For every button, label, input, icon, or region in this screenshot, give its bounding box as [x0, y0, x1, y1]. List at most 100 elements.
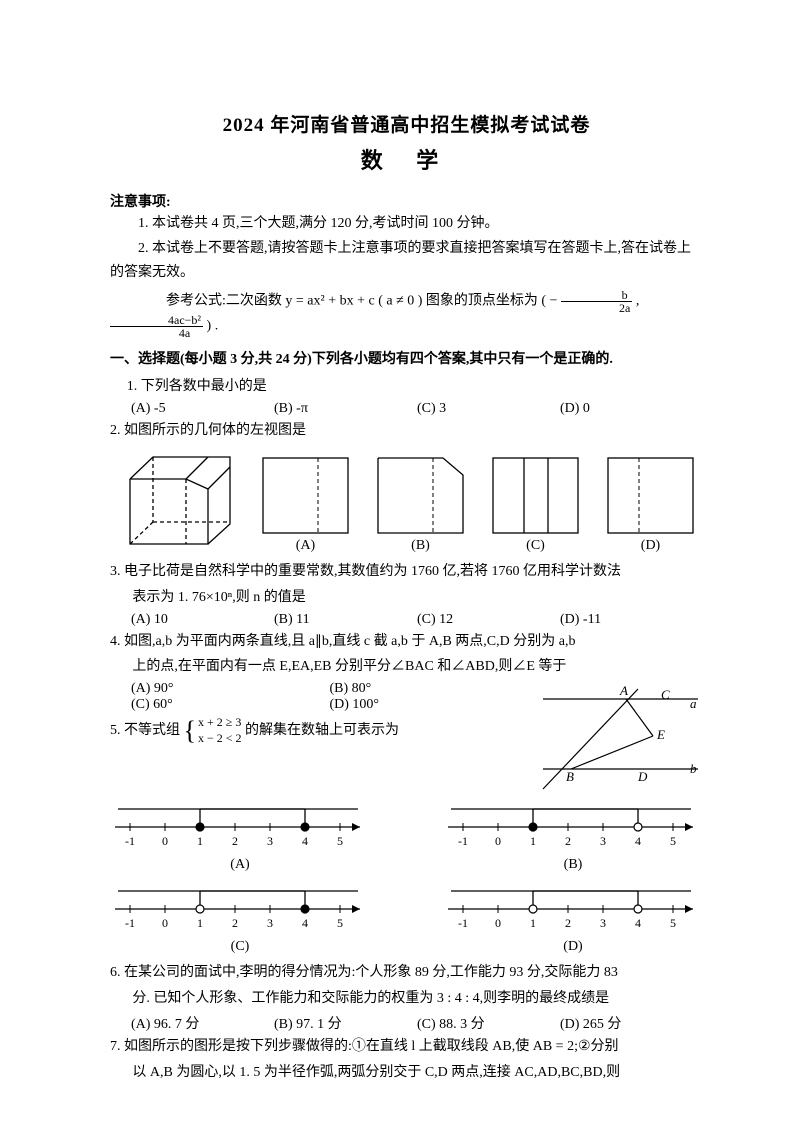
q5-row2: -1 0 1 2 3 4 5 (C) -1 0 1 2 3 4 5 (D) — [110, 879, 703, 955]
svg-text:5: 5 — [670, 834, 676, 848]
svg-text:A: A — [619, 683, 628, 698]
svg-text:1: 1 — [530, 916, 536, 930]
q5-line: 5. 不等式组 { x + 2 ≥ 3 x − 2 < 2 的解集在数轴上可表示… — [110, 715, 528, 746]
svg-text:-1: -1 — [125, 834, 135, 848]
svg-text:-1: -1 — [458, 916, 468, 930]
q5-d-fig: -1012345 (D) — [443, 879, 703, 955]
svg-text:C: C — [661, 687, 670, 702]
q5-post: 的解集在数轴上可表示为 — [245, 723, 399, 738]
q2-solid-svg — [118, 449, 238, 554]
svg-text:0: 0 — [495, 834, 501, 848]
q4-options-row1: (A) 90° (B) 80° — [131, 681, 528, 697]
svg-text:3: 3 — [600, 834, 606, 848]
svg-text:2: 2 — [565, 834, 571, 848]
svg-text:D: D — [637, 769, 648, 784]
formula-frac-2: 4ac−b² 4a — [110, 314, 203, 339]
q6-options: (A) 96. 7 分 (B) 97. 1 分 (C) 88. 3 分 (D) … — [131, 1013, 703, 1033]
svg-text:5: 5 — [337, 916, 343, 930]
svg-text:2: 2 — [565, 916, 571, 930]
q7-text2: 以 A,B 为圆心,以 1. 5 为半径作弧,两弧分别交于 C,D 两点,连接 … — [110, 1061, 703, 1085]
svg-text:4: 4 — [635, 916, 641, 930]
q3-text2: 表示为 1. 76×10ⁿ,则 n 的值是 — [110, 586, 703, 610]
q5-row1: -1012345 (A) -1012345 (B) — [110, 797, 703, 873]
q3-opt-c: (C) 12 — [417, 612, 560, 628]
exam-title: 2024 年河南省普通高中招生模拟考试试卷 — [110, 110, 703, 137]
svg-text:1: 1 — [197, 916, 203, 930]
formula-pre: 参考公式:二次函数 y = ax² + bx + c ( a ≠ 0 ) 图象的… — [166, 294, 557, 309]
q3-text1: 3. 电子比荷是自然科学中的重要常数,其数值约为 1760 亿,若将 1760 … — [110, 560, 703, 584]
svg-text:-1: -1 — [458, 834, 468, 848]
q4-options-row2: (C) 60° (D) 100° — [131, 697, 528, 713]
svg-text:2: 2 — [232, 834, 238, 848]
svg-text:2: 2 — [232, 916, 238, 930]
q2-b-svg — [373, 453, 468, 538]
formula-post: ) . — [207, 319, 219, 334]
q5-d-label: (D) — [443, 939, 703, 955]
q6-text1: 6. 在某公司的面试中,李明的得分情况为:个人形象 89 分,工作能力 93 分… — [110, 961, 703, 985]
q2-opt-c-fig: (C) — [488, 453, 583, 554]
svg-text:1: 1 — [197, 834, 203, 848]
q3-options: (A) 10 (B) 11 (C) 12 (D) -11 — [131, 612, 703, 628]
q1-opt-d: (D) 0 — [560, 401, 703, 417]
q2-opt-a-fig: (A) — [258, 453, 353, 554]
svg-text:0: 0 — [162, 834, 168, 848]
q5-c-label: (C) — [110, 939, 370, 955]
q2-solid — [118, 449, 238, 554]
q2-figures: (A) (B) (C) (D) — [118, 449, 703, 554]
q4-opt-a: (A) 90° — [131, 681, 330, 697]
q5-pre: 5. 不等式组 — [110, 723, 180, 738]
q1-opt-c: (C) 3 — [417, 401, 560, 417]
svg-text:4: 4 — [302, 834, 308, 848]
q2-d-label: (D) — [603, 538, 698, 554]
svg-text:b: b — [690, 761, 697, 776]
q6-opt-a: (A) 96. 7 分 — [131, 1013, 274, 1033]
q2-a-svg — [258, 453, 353, 538]
q5-b-svg: -1012345 — [443, 797, 703, 857]
q2-a-label: (A) — [258, 538, 353, 554]
notice-heading: 注意事项: — [110, 191, 703, 211]
q4-text1: 4. 如图,a,b 为平面内两条直线,且 a∥b,直线 c 截 a,b 于 A,… — [110, 630, 703, 654]
q2-d-svg — [603, 453, 698, 538]
svg-text:0: 0 — [495, 916, 501, 930]
formula-mid: , — [636, 294, 640, 309]
formula-frac-1: b 2a — [561, 289, 632, 314]
q6-text2: 分. 已知个人形象、工作能力和交际能力的权重为 3 : 4 : 4,则李明的最终… — [110, 987, 703, 1011]
svg-text:a: a — [690, 696, 697, 711]
q6-opt-c: (C) 88. 3 分 — [417, 1013, 560, 1033]
q5-b-fig: -1012345 (B) — [443, 797, 703, 873]
q2-c-svg — [488, 453, 583, 538]
svg-text:4: 4 — [635, 834, 641, 848]
exam-subject: 数 学 — [110, 143, 703, 175]
q4-opt-d: (D) 100° — [330, 697, 529, 713]
q5-b-label: (B) — [443, 857, 703, 873]
q6-opt-b: (B) 97. 1 分 — [274, 1013, 417, 1033]
q1-options: (A) -5 (B) -π (C) 3 (D) 0 — [131, 401, 703, 417]
q5-c-fig: -1 0 1 2 3 4 5 (C) — [110, 879, 370, 955]
q7-text1: 7. 如图所示的图形是按下列步骤做得的:①在直线 l 上截取线段 AB,使 AB… — [110, 1035, 703, 1059]
q6-opt-d: (D) 265 分 — [560, 1013, 703, 1033]
q4-opt-b: (B) 80° — [330, 681, 529, 697]
notice-2: 2. 本试卷上不要答题,请按答题卡上注意事项的要求直接把答案填写在答题卡上,答在… — [110, 237, 703, 285]
q1-text: 1. 下列各数中最小的是 — [110, 375, 703, 399]
q5-system: { x + 2 ≥ 3 x − 2 < 2 — [184, 715, 242, 746]
q5-a-fig: -1012345 (A) — [110, 797, 370, 873]
q5-c-svg: -1 0 1 2 3 4 5 — [110, 879, 370, 939]
svg-text:E: E — [656, 727, 665, 742]
q5-a-label: (A) — [110, 857, 370, 873]
q4-svg: A C a E B D b — [538, 681, 703, 791]
q2-b-label: (B) — [373, 538, 468, 554]
notice-1: 1. 本试卷共 4 页,三个大题,满分 120 分,考试时间 100 分钟。 — [110, 213, 703, 235]
svg-text:-1: -1 — [125, 916, 135, 930]
q1-opt-a: (A) -5 — [131, 401, 274, 417]
formula-reference: 参考公式:二次函数 y = ax² + bx + c ( a ≠ 0 ) 图象的… — [110, 289, 703, 339]
q1-opt-b: (B) -π — [274, 401, 417, 417]
q5-d-svg: -1012345 — [443, 879, 703, 939]
svg-text:4: 4 — [302, 916, 308, 930]
svg-text:0: 0 — [162, 916, 168, 930]
q2-opt-d-fig: (D) — [603, 453, 698, 554]
q5-a-svg: -1012345 — [110, 797, 370, 857]
q3-opt-a: (A) 10 — [131, 612, 274, 628]
svg-text:5: 5 — [670, 916, 676, 930]
q4-text2: 上的点,在平面内有一点 E,EA,EB 分别平分∠BAC 和∠ABD,则∠E 等… — [110, 655, 703, 679]
svg-text:3: 3 — [267, 916, 273, 930]
